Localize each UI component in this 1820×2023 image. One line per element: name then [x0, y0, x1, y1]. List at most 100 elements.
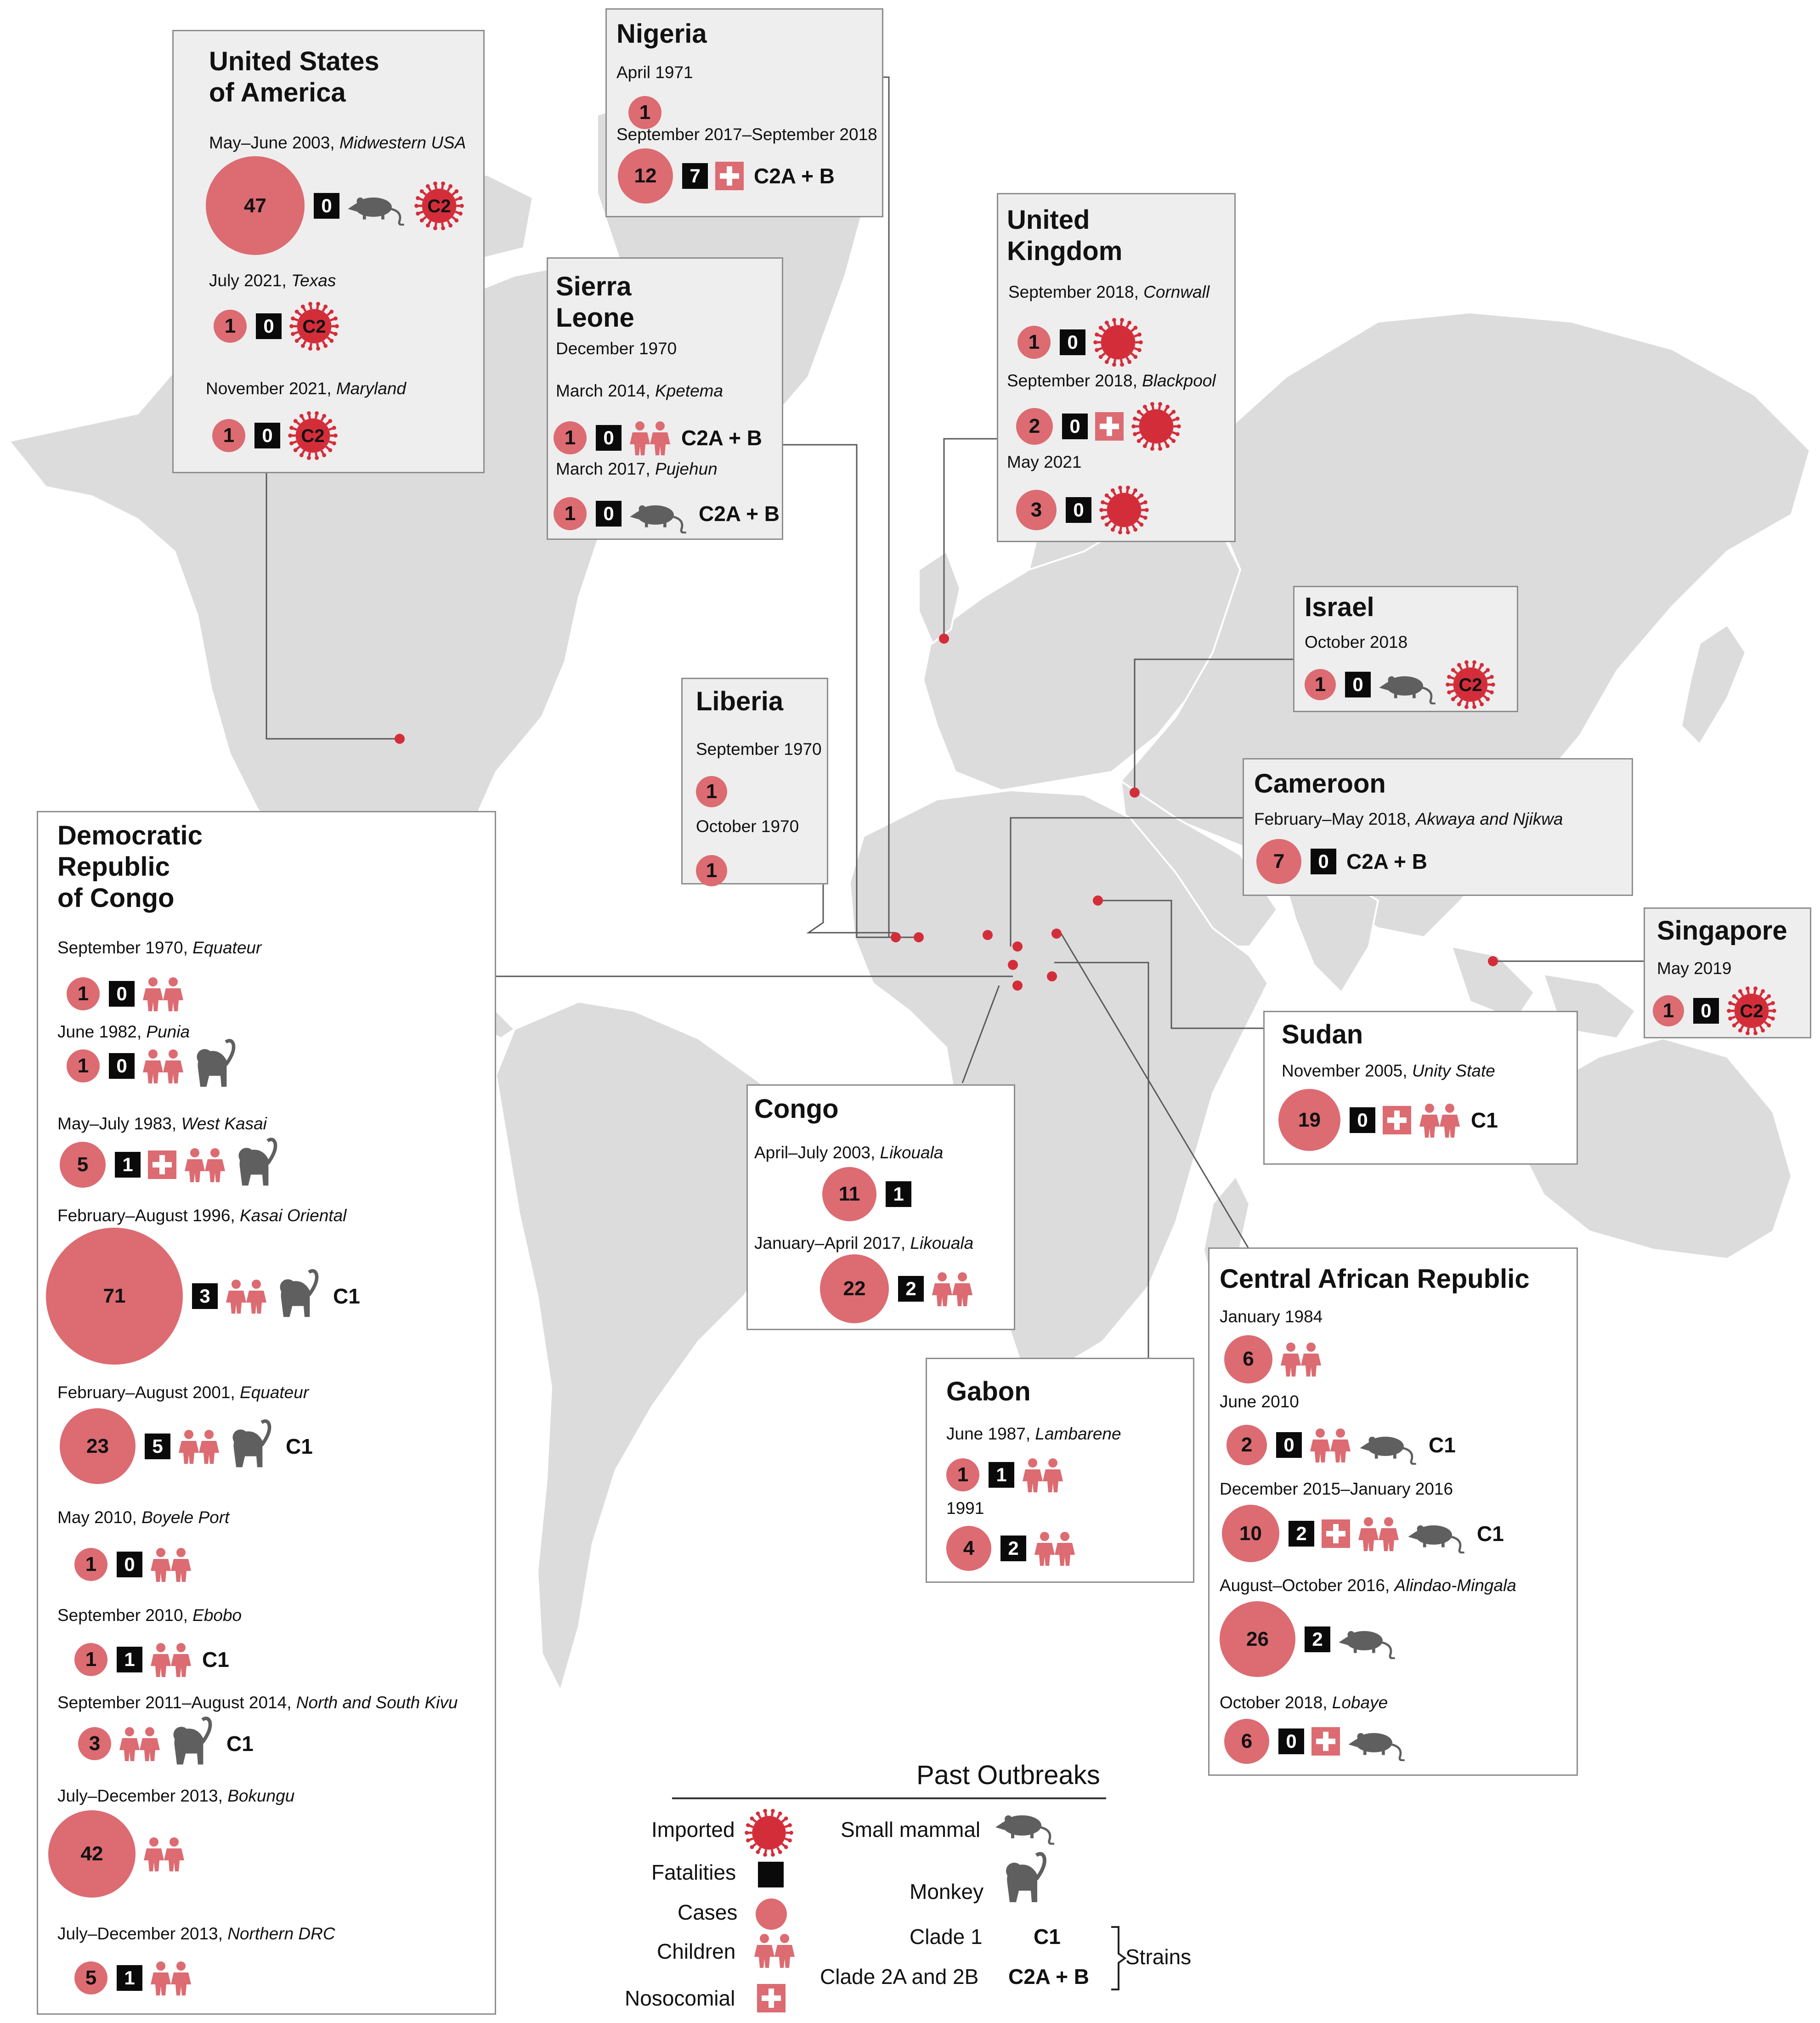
outbreak-date: 1991: [946, 1499, 984, 1518]
cases-circle: 1: [946, 1458, 979, 1491]
cases-circle: 10: [1222, 1505, 1279, 1562]
outbreak-period: April–July 2003,: [754, 1143, 876, 1162]
outbreak-date: November 2021, Maryland: [206, 379, 406, 398]
outbreak-place: Likouala: [910, 1234, 974, 1252]
outbreak-date: June 1987, Lambarene: [946, 1424, 1121, 1444]
fatalities-square: 0: [596, 501, 622, 527]
legend-children-label: Children: [657, 1939, 736, 1963]
legend-fatalities-square: [758, 1862, 784, 1887]
outbreak-period: May 2010,: [57, 1508, 137, 1527]
cases-circle: 1: [554, 421, 587, 454]
outbreak-location-dots: [395, 634, 1498, 991]
outbreak-row: 1: [628, 87, 661, 138]
outbreak-period: September 2018,: [1007, 371, 1137, 390]
country-title-gabon: Gabon: [946, 1377, 1031, 1406]
fatalities-square: 0: [1693, 998, 1719, 1024]
cases-circle: 5: [60, 1142, 106, 1188]
rodent-icon: [1408, 1525, 1464, 1553]
fatalities-square: 0: [1062, 414, 1088, 439]
outbreak-date: July 2021, Texas: [209, 271, 336, 290]
cases-circle: 1: [67, 977, 100, 1010]
outbreak-date: September 2017–September 2018: [616, 125, 877, 144]
children-icon: [151, 1548, 191, 1582]
cases-circle: 26: [1220, 1601, 1295, 1677]
legend-rule: [672, 1797, 1106, 1799]
fatalities-square: 2: [1305, 1626, 1330, 1652]
legend-imported-icon: [744, 1808, 794, 1858]
outbreak-date: August–October 2016, Alindao-Mingala: [1220, 1576, 1516, 1595]
landmass-british-isles: [918, 550, 961, 645]
legend-clade2-code: C2A + B: [1008, 1965, 1089, 1989]
outbreak-period: July 2021,: [209, 271, 287, 290]
outbreak-place: Ebobo: [192, 1606, 242, 1625]
monkey-icon: [197, 1039, 236, 1087]
clade-label: C1: [226, 1732, 254, 1756]
cases-circle: 12: [618, 148, 673, 204]
outbreak-date: April 1971: [616, 63, 693, 82]
children-icon: [143, 977, 183, 1011]
cases-circle: 19: [1278, 1089, 1340, 1151]
legend-strains-label: Strains: [1125, 1945, 1192, 1969]
clade-label: C2A + B: [754, 164, 835, 188]
cases-circle: 23: [60, 1408, 136, 1484]
cases-circle: 6: [1224, 1335, 1272, 1383]
cases-circle: 1: [554, 497, 587, 530]
fatalities-square: 0: [596, 425, 622, 451]
outbreak-place: Punia: [146, 1022, 190, 1041]
virus-icon: C2: [414, 181, 464, 230]
outbreak-period: February–August 2001,: [57, 1383, 235, 1402]
outbreak-date: May–July 1983, West Kasai: [57, 1114, 267, 1133]
children-icon: [1023, 1458, 1063, 1492]
imported-clade-label: C2: [427, 196, 451, 216]
country-title-usa: United States of America: [209, 46, 379, 108]
outbreak-date: February–August 2001, Equateur: [57, 1383, 309, 1402]
outbreak-date: September 2010, Ebobo: [57, 1606, 242, 1625]
fatalities-square: 7: [682, 163, 708, 189]
fatalities-square: 2: [1000, 1536, 1026, 1561]
outbreak-row: 26 2: [1220, 1601, 1397, 1677]
country-title-singapore: Singapore: [1657, 916, 1787, 946]
country-box-usa: [172, 30, 485, 473]
outbreak-period: July–December 2013,: [57, 1924, 223, 1943]
clade-label: C1: [1429, 1433, 1456, 1457]
outbreak-period: September 2011–August 2014,: [57, 1693, 292, 1712]
fatalities-square: 0: [314, 193, 339, 219]
virus-icon: C2: [1446, 660, 1495, 709]
outbreak-place: Kpetema: [655, 381, 723, 400]
country-title-liberia: Liberia: [696, 686, 784, 716]
children-icon: [143, 1049, 183, 1083]
cases-circle: 22: [820, 1254, 889, 1323]
fatalities-square: 0: [1345, 672, 1371, 697]
outbreak-row: 1: [696, 766, 727, 817]
outbreak-date: September 2018, Blackpool: [1007, 371, 1216, 391]
children-icon: [1281, 1343, 1321, 1377]
children-icon: [119, 1727, 160, 1761]
outbreak-row: 42: [48, 1810, 185, 1898]
connector-lines: [266, 76, 1645, 1358]
cases-circle: 5: [74, 1961, 107, 1995]
rodent-icon: [1379, 676, 1436, 704]
outbreak-date: July–December 2013, Northern DRC: [57, 1924, 335, 1944]
legend-clade2-name: Clade 2A and 2B: [820, 1965, 979, 1989]
fatalities-square: 0: [117, 1552, 142, 1577]
outbreak-period: May–June 2003,: [209, 133, 335, 152]
legend-nosocomial-label: Nosocomial: [625, 1986, 735, 2010]
outbreak-period: September 2017–September 2018: [616, 125, 877, 144]
cases-circle: 1: [214, 310, 247, 343]
children-icon: [151, 1961, 191, 1995]
country-title-israel: Israel: [1305, 592, 1374, 622]
outbreak-date: June 2010: [1220, 1392, 1299, 1411]
fatalities-square: 0: [109, 1053, 135, 1079]
outbreak-row: 19 0 C1: [1278, 1089, 1498, 1151]
outbreak-date: May 2010, Boyele Port: [57, 1508, 229, 1527]
hospital-cross-icon: [1095, 412, 1124, 441]
outbreak-row: 11 1: [822, 1167, 911, 1221]
children-icon: [144, 1837, 184, 1871]
outbreak-place: Blackpool: [1142, 371, 1216, 390]
outbreak-date: December 1970: [556, 339, 677, 358]
